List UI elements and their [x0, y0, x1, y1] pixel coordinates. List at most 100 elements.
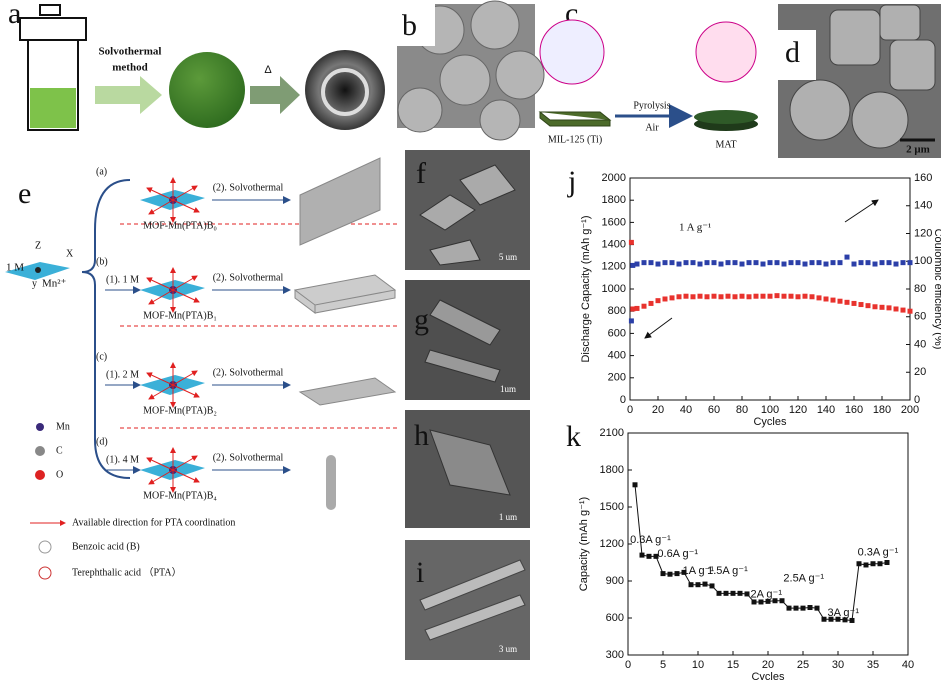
data-point [633, 482, 638, 487]
x-tick-label: 15 [727, 659, 739, 671]
x-tick-label: 25 [797, 659, 809, 671]
data-point [656, 262, 661, 267]
scale-bar-label: 1um [500, 384, 516, 394]
crystal-structure [540, 20, 604, 84]
data-point [810, 260, 815, 265]
data-point [829, 617, 834, 622]
step-label: (1). 4 M [106, 454, 139, 465]
product-slab [300, 378, 395, 405]
x-axis-title: Cycles [751, 671, 785, 680]
product-label: MOF-Mn(PTA)B₁ [143, 310, 217, 321]
product-slab [300, 158, 380, 245]
data-point [852, 262, 857, 267]
data-point [794, 606, 799, 611]
autoclave [20, 5, 86, 130]
x-tick-label: 30 [832, 659, 844, 671]
data-point [894, 262, 899, 267]
x-tick-label: 35 [867, 659, 879, 671]
y-tick-label: 2100 [600, 427, 624, 439]
x-tick-label: 140 [817, 404, 835, 416]
data-point [824, 296, 829, 301]
x-tick-label: 5 [660, 659, 666, 671]
data-point [642, 304, 647, 309]
hollow-sphere [305, 50, 385, 130]
data-point [766, 599, 771, 604]
data-point [808, 605, 813, 610]
x-tick-label: 80 [736, 404, 748, 416]
y-tick-label: 1000 [602, 283, 626, 295]
legend-marker [35, 446, 45, 456]
legend-marker [36, 423, 44, 431]
y-axis-title: Discharge Capacity (mAh g⁻¹) [580, 215, 592, 362]
data-point [712, 294, 717, 299]
data-point [663, 296, 668, 301]
key-icon [39, 541, 51, 553]
step-label: (2). Solvothermal [213, 452, 284, 463]
panel-label: h [414, 419, 429, 452]
data-point [670, 295, 675, 300]
data-point [629, 240, 634, 245]
data-point [878, 561, 883, 566]
panel-label: i [416, 556, 424, 589]
data-point [747, 294, 752, 299]
data-point [873, 262, 878, 267]
data-point [747, 260, 752, 265]
data-point [894, 306, 899, 311]
x-tick-label: 160 [845, 404, 863, 416]
x-tick-label: 0 [627, 404, 633, 416]
data-point [782, 262, 787, 267]
data-point [761, 262, 766, 267]
data-point [773, 598, 778, 603]
y2-tick-label: 40 [914, 338, 926, 350]
mof-block [540, 112, 610, 126]
y-tick-label: 1400 [602, 239, 626, 251]
brace [82, 180, 130, 478]
y2-tick-label: 160 [914, 172, 932, 184]
data-point [845, 255, 850, 260]
arrow [95, 76, 162, 114]
data-point [724, 591, 729, 596]
heat-symbol: Δ [264, 64, 272, 76]
legend-label: C [56, 445, 63, 456]
y2-tick-label: 80 [914, 283, 926, 295]
x-tick-label: 40 [680, 404, 692, 416]
data-point [850, 618, 855, 623]
data-point [740, 262, 745, 267]
panel-label: k [566, 420, 581, 453]
data-point [670, 260, 675, 265]
data-point [803, 294, 808, 299]
data-point [759, 599, 764, 604]
data-point [710, 583, 715, 588]
data-point [871, 561, 876, 566]
y2-tick-label: 20 [914, 366, 926, 378]
x-tick-label: 100 [761, 404, 779, 416]
data-point [691, 294, 696, 299]
axis-indicator [845, 200, 878, 222]
figure: a Solvothermal method Δ b c MIL-125 (Ti)… [0, 0, 941, 680]
step-label: (2). Solvothermal [213, 182, 284, 193]
y-tick-label: 900 [606, 575, 624, 587]
data-point [668, 572, 673, 577]
data-point [768, 294, 773, 299]
axis-label: y [32, 278, 37, 289]
green-sphere [169, 52, 245, 128]
data-point [817, 295, 822, 300]
data-point [703, 582, 708, 587]
data-point [726, 260, 731, 265]
data-point [824, 262, 829, 267]
step-label: (2). Solvothermal [213, 272, 284, 283]
data-point [796, 294, 801, 299]
data-point [885, 560, 890, 565]
y-tick-label: 1200 [600, 538, 624, 550]
y2-tick-label: 120 [914, 227, 932, 239]
data-point [738, 591, 743, 596]
data-point [789, 260, 794, 265]
data-point [789, 294, 794, 299]
data-point [775, 293, 780, 298]
data-point [691, 260, 696, 265]
axis-indicator [645, 318, 672, 338]
mn-atom [35, 267, 41, 273]
data-point [754, 260, 759, 265]
data-point [705, 294, 710, 299]
data-point [754, 294, 759, 299]
